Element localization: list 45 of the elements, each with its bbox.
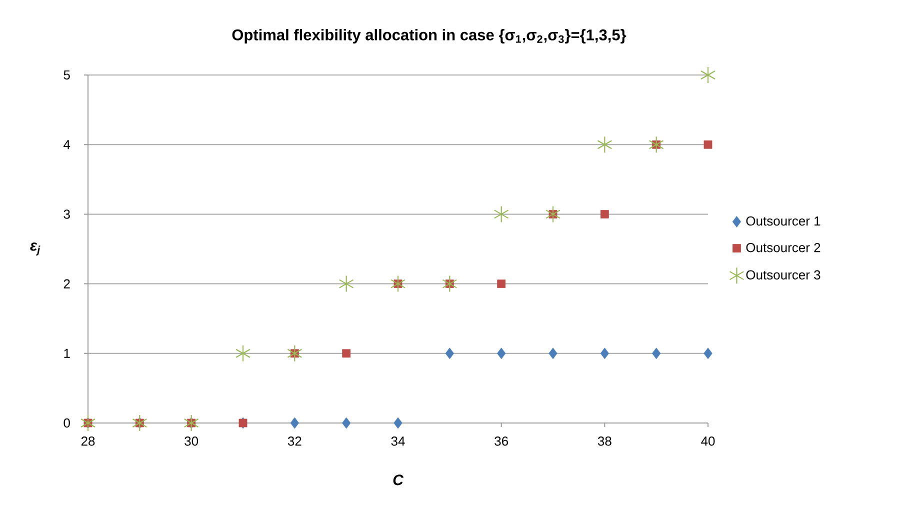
point bbox=[394, 417, 402, 429]
point bbox=[497, 348, 506, 360]
x-tick-label: 38 bbox=[598, 436, 612, 446]
point bbox=[548, 348, 558, 360]
point bbox=[342, 349, 351, 358]
x-tick-label: 40 bbox=[701, 436, 715, 446]
x-tick-label: 32 bbox=[288, 436, 302, 446]
x-tick-label: 36 bbox=[494, 436, 508, 446]
point bbox=[290, 417, 299, 429]
point bbox=[287, 344, 302, 362]
point bbox=[184, 414, 199, 432]
y-tick-label: 4 bbox=[64, 140, 70, 150]
y-tick-label: 1 bbox=[64, 348, 70, 358]
x-tick-label: 30 bbox=[184, 436, 198, 446]
x-tick-label: 28 bbox=[81, 436, 95, 446]
point bbox=[600, 348, 609, 360]
point bbox=[600, 210, 609, 218]
y-tick-label: 5 bbox=[64, 70, 70, 80]
point bbox=[597, 136, 612, 154]
y-axis-title: ε$_{j}$ bbox=[30, 242, 40, 256]
chart-title: Optimal flexibility allocation in case {σ$_{1}$,σ$_{2}$,σ$_{3}$}={1,3,5} bbox=[232, 29, 626, 44]
point bbox=[236, 344, 250, 362]
legend-label: Outsourcer 2 bbox=[746, 242, 820, 252]
point bbox=[494, 206, 509, 223]
point bbox=[704, 348, 712, 360]
point bbox=[546, 206, 560, 223]
point bbox=[442, 275, 458, 292]
y-tick-label: 3 bbox=[64, 210, 70, 219]
point bbox=[648, 136, 664, 154]
point bbox=[80, 414, 96, 432]
point bbox=[497, 280, 506, 288]
point bbox=[132, 414, 148, 432]
point bbox=[652, 348, 661, 360]
point bbox=[338, 275, 354, 292]
y-tick-label: 0 bbox=[64, 418, 70, 428]
point bbox=[342, 417, 351, 429]
legend-label: Outsourcer 1 bbox=[746, 216, 820, 226]
point bbox=[704, 140, 712, 149]
point bbox=[445, 348, 454, 360]
y-tick-label: 2 bbox=[64, 279, 70, 288]
point bbox=[390, 275, 406, 292]
x-tick-label: 34 bbox=[391, 436, 405, 446]
legend-label: Outsourcer 3 bbox=[746, 270, 820, 280]
point bbox=[700, 66, 716, 84]
x-axis-title: C bbox=[393, 474, 404, 486]
